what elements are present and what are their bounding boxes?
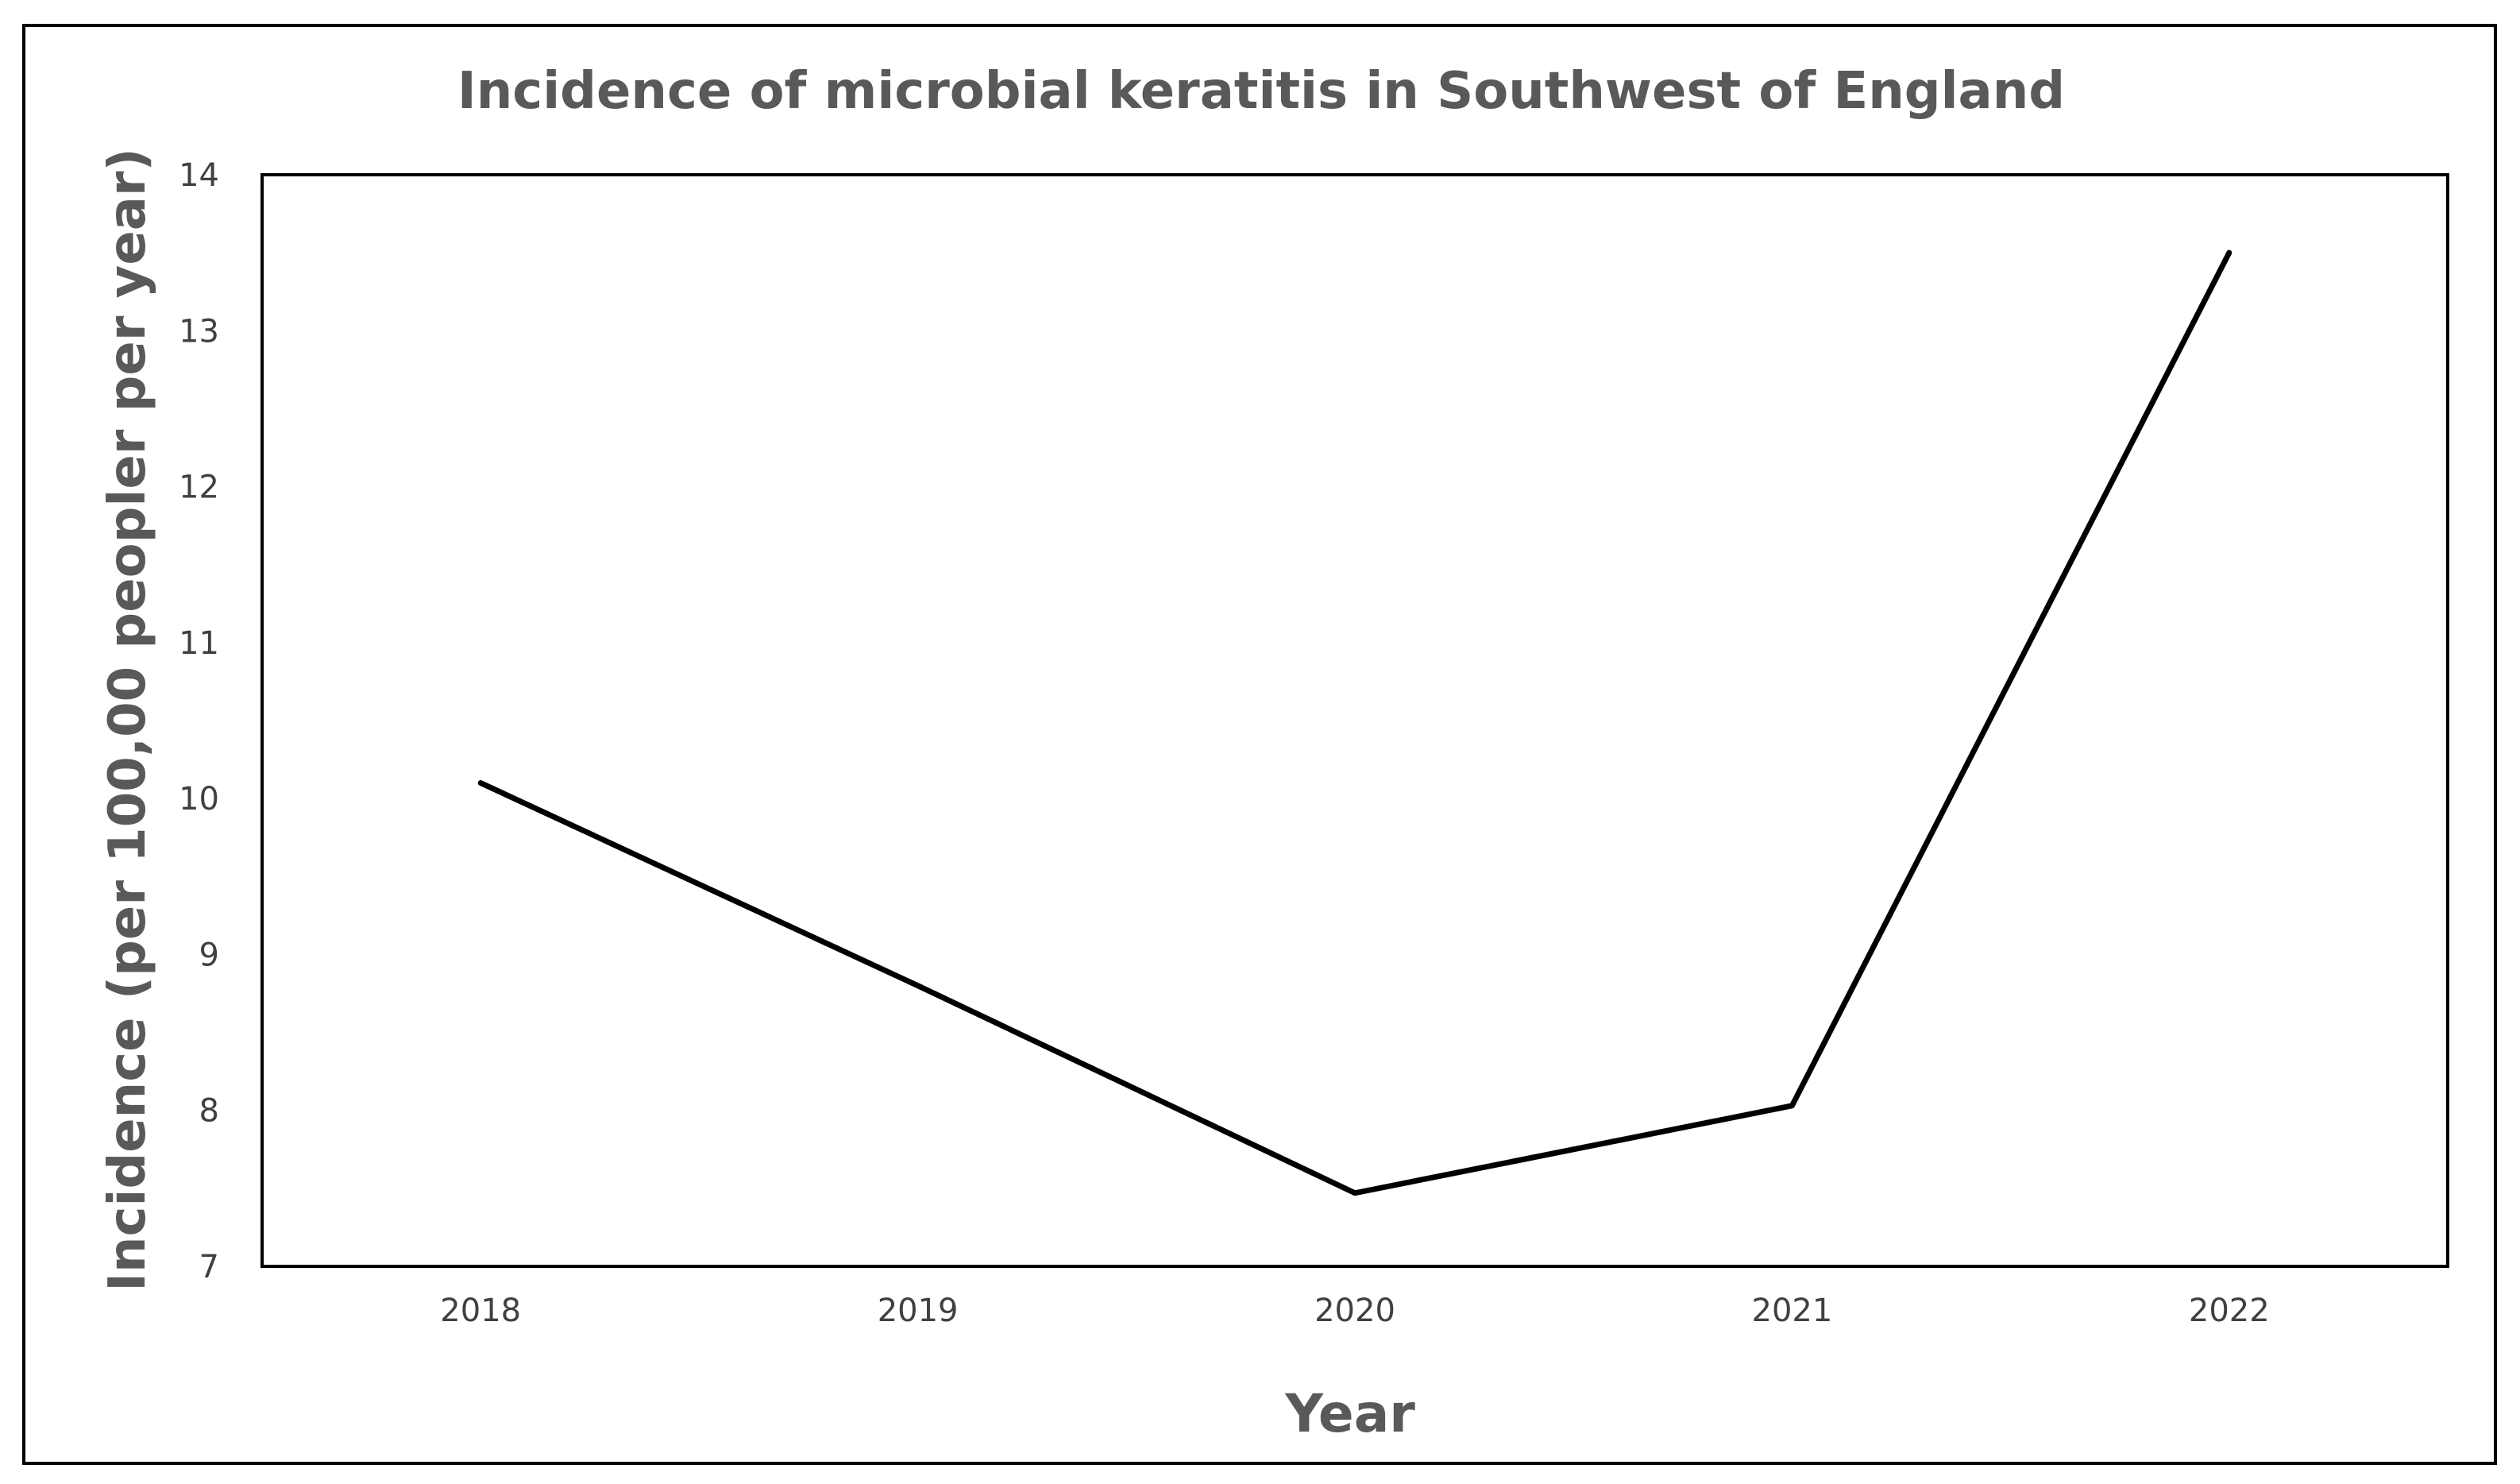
x-tick-label: 2022: [2189, 1293, 2270, 1329]
plot-area: [260, 173, 2449, 1268]
x-axis-title: Year: [1284, 1383, 1415, 1444]
chart-outer-border: [22, 24, 2497, 1465]
y-tick-label: 14: [179, 157, 219, 194]
y-axis: 7 8 9 10 11 12 13 14: [179, 157, 219, 1285]
x-tick-label: 2018: [440, 1293, 521, 1329]
chart-title: Incidence of microbial keratitis in Sout…: [457, 62, 2065, 121]
data-point: [478, 780, 484, 786]
y-tick-label: 7: [199, 1249, 219, 1285]
y-tick-label: 11: [179, 625, 219, 662]
x-tick-label: 2020: [1314, 1293, 1395, 1329]
y-tick-label: 12: [179, 470, 219, 506]
y-axis-title: Incidence (per 100,00 peopler per year): [98, 148, 157, 1292]
data-point: [915, 983, 920, 988]
y-tick-label: 13: [179, 313, 219, 350]
y-tick-label: 8: [199, 1093, 219, 1130]
x-axis: 2018 2019 2020 2021 2022: [440, 1293, 2269, 1329]
y-tick-label: 9: [199, 937, 219, 973]
data-point: [1789, 1103, 1795, 1108]
y-tick-label: 10: [179, 781, 219, 817]
data-point: [1353, 1190, 1357, 1196]
data-point: [2226, 250, 2232, 256]
x-tick-label: 2021: [1752, 1293, 1833, 1329]
x-tick-label: 2019: [878, 1293, 959, 1329]
